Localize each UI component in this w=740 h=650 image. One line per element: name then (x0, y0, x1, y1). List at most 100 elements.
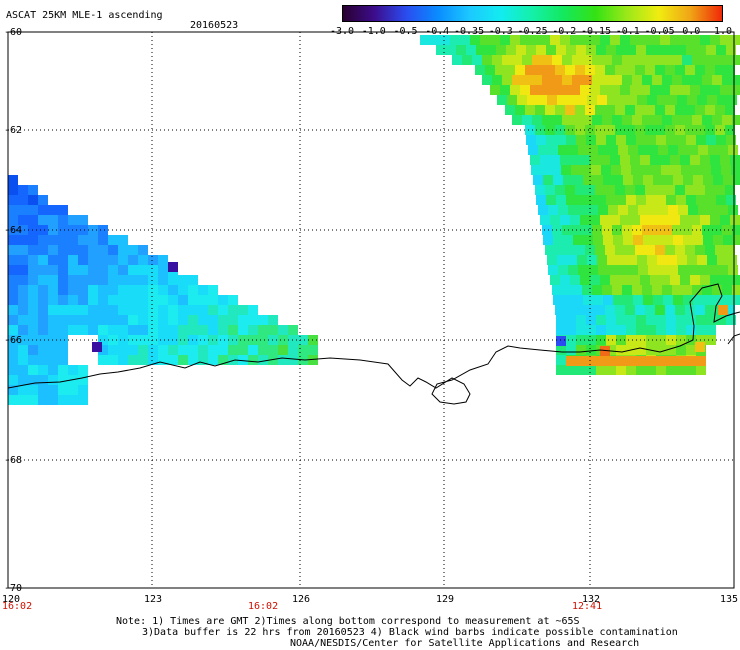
swath-cell (650, 35, 660, 45)
swath-cell (682, 225, 692, 235)
swath-cell (688, 145, 698, 155)
swath-cell (696, 45, 706, 55)
swath-cell (641, 165, 651, 175)
swath-cell (566, 345, 576, 355)
swath-cell (670, 85, 680, 95)
swath-cell (726, 135, 736, 145)
plot-frame (7, 31, 735, 589)
swath-cell (582, 225, 592, 235)
swath-cell (576, 325, 586, 335)
swath-cell (58, 245, 68, 255)
swath-cell (698, 145, 708, 155)
swath-cell (535, 65, 545, 75)
swath-cell (28, 355, 38, 365)
swath-cell (18, 255, 28, 265)
swath-cell (620, 215, 630, 225)
swath-cell (602, 285, 612, 295)
swath-cell (536, 135, 546, 145)
swath-cell (695, 65, 705, 75)
swath-cell (590, 275, 600, 285)
swath-cell (545, 65, 555, 75)
swath-cell (548, 145, 558, 155)
swath-cell (566, 365, 576, 375)
colorbar-tick-label: -0.3 (488, 26, 513, 37)
swath-cell (587, 255, 597, 265)
swath-cell (208, 345, 218, 355)
swath-cell (573, 295, 583, 305)
swath-cell (686, 135, 696, 145)
swath-cell (656, 45, 666, 55)
swath-cell (673, 295, 683, 305)
swath-cell (8, 185, 18, 195)
swath-cell (703, 235, 713, 245)
swath-cell (18, 365, 28, 375)
swath-cell (178, 285, 188, 295)
swath-cell (656, 356, 666, 366)
swath-cell (585, 185, 595, 195)
swath-cell (572, 115, 582, 125)
swath-cell (138, 315, 148, 325)
swath-cell (640, 275, 650, 285)
swath-cell (58, 265, 68, 275)
swath-cell (678, 265, 688, 275)
swath-cell (208, 295, 218, 305)
swath-cell (623, 235, 633, 245)
swath-cell (630, 215, 640, 225)
swath-cell (470, 35, 480, 45)
swath-cell (38, 345, 48, 355)
swath-cell (593, 175, 603, 185)
swath-cell (628, 145, 638, 155)
swath-cell (18, 325, 28, 335)
swath-cell (606, 45, 616, 55)
lat-label: -64 (4, 225, 23, 236)
swath-cell (610, 275, 620, 285)
swath-cell (540, 155, 550, 165)
swath-cell (8, 355, 18, 365)
swath-cell (288, 355, 298, 365)
swath-cell (148, 295, 158, 305)
swath-cell (565, 65, 575, 75)
swath-cell (727, 95, 737, 105)
swath-cell (58, 325, 68, 335)
swath-cell (723, 175, 733, 185)
lat-label: -60 (4, 27, 23, 38)
swath-cell (672, 75, 682, 85)
swath-cell (680, 275, 690, 285)
swath-cell (605, 305, 615, 315)
swath-cell (18, 345, 28, 355)
swath-cell (48, 365, 58, 375)
swath-cell (692, 55, 702, 65)
swath-cell (556, 315, 566, 325)
swath-cell (648, 265, 658, 275)
swath-cell (178, 295, 188, 305)
swath-cell (662, 75, 672, 85)
swath-cell (590, 155, 600, 165)
swath-cell (716, 135, 726, 145)
swath-cell (661, 165, 671, 175)
swath-cell (658, 265, 668, 275)
swath-cell (676, 135, 686, 145)
swath-cell (660, 35, 670, 45)
swath-cell (715, 245, 725, 255)
swath-cell (38, 385, 48, 395)
swath-cell (118, 255, 128, 265)
swath-cell (48, 355, 58, 365)
swath-cell (88, 235, 98, 245)
swath-cell (570, 215, 580, 225)
swath-cell (571, 165, 581, 175)
swath-cell (492, 55, 502, 65)
colorbar-tick-label: -0.4 (425, 26, 450, 37)
swath-cell (555, 105, 565, 115)
swath-cell (716, 315, 726, 325)
swath-cell (68, 305, 78, 315)
swath-cell (98, 275, 108, 285)
swath-cell (188, 325, 198, 335)
swath-cell (645, 65, 655, 75)
swath-cell (545, 245, 555, 255)
swath-cell (562, 55, 572, 65)
swath-cell (550, 85, 560, 95)
swath-cell (686, 345, 696, 355)
swath-cell (648, 145, 658, 155)
swath-cell (78, 285, 88, 295)
swath-cell (555, 185, 565, 195)
